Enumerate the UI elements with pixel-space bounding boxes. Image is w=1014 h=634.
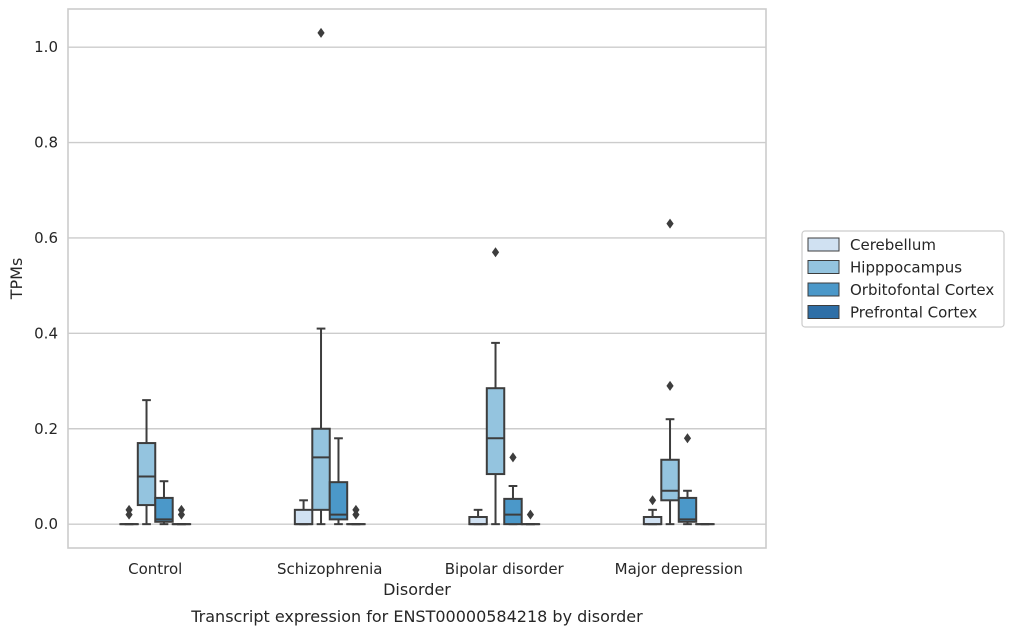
box-body	[485, 387, 506, 476]
box-prefrontal-cortex	[346, 504, 366, 526]
legend-swatch	[807, 260, 840, 274]
y-axis-label: TPMs	[7, 258, 26, 301]
box-prefrontal-cortex	[520, 509, 541, 526]
box-body	[660, 458, 680, 502]
legend-label: Prefrontal Cortex	[850, 304, 977, 322]
legend-swatch	[807, 237, 840, 252]
outlier-point	[352, 504, 360, 515]
outlier-point	[683, 433, 692, 444]
x-axis-ticks: Control Schizophrenia Bipolar disorder Majo…	[128, 560, 743, 578]
box-body	[677, 496, 698, 523]
outlier-point	[491, 247, 500, 258]
y-tick-label: 0.4	[34, 324, 58, 342]
box-hipppocampus	[660, 218, 680, 526]
outlier-point	[509, 452, 517, 463]
box-body	[642, 515, 663, 526]
box-body	[328, 481, 349, 521]
legend-swatch	[807, 282, 840, 297]
box-orbitofontal-cortex	[328, 437, 349, 526]
box-body	[311, 427, 331, 511]
outlier-point	[648, 495, 657, 506]
box-body	[293, 508, 314, 526]
legend-label: Orbitofontal Cortex	[850, 281, 994, 299]
box-cerebellum	[119, 504, 139, 526]
outlier-point	[177, 504, 186, 515]
box-hipppocampus	[311, 27, 331, 526]
x-tick-label: Schizophrenia	[277, 560, 382, 578]
box-hipppocampus	[136, 399, 157, 526]
box-prefrontal-cortex	[171, 504, 192, 526]
outlier-point	[125, 504, 133, 515]
box-orbitofontal-cortex	[503, 452, 523, 526]
chart-caption: Transcript expression for ENST0000058421…	[190, 607, 643, 626]
box-orbitofontal-cortex	[677, 433, 698, 526]
legend-label: Hipppocampus	[850, 259, 962, 277]
plot-frame	[67, 8, 767, 549]
box-cerebellum	[468, 508, 488, 526]
legend-label: Cerebellum	[850, 236, 936, 254]
y-tick-label: 0.8	[34, 134, 58, 152]
outlier-point	[666, 380, 674, 391]
box-body	[468, 515, 488, 526]
x-axis-label: Disorder	[383, 580, 451, 599]
grid-lines	[68, 46, 766, 525]
outlier-point	[526, 509, 535, 520]
box-body	[136, 442, 157, 507]
box-plots	[119, 27, 715, 526]
x-tick-label: Bipolar disorder	[445, 560, 565, 578]
box-cerebellum	[642, 495, 663, 526]
legend-swatch	[807, 305, 840, 319]
outlier-point	[666, 218, 674, 229]
box-hipppocampus	[485, 247, 506, 526]
box-orbitofontal-cortex	[154, 480, 174, 526]
box-cerebellum	[293, 499, 314, 526]
x-tick-label: Major depression	[615, 560, 743, 578]
outlier-point	[317, 27, 325, 38]
y-axis-ticks: 0.0 0.2 0.4 0.6 0.8 1.0	[34, 38, 58, 533]
y-tick-label: 0.0	[34, 515, 58, 533]
x-tick-label: Control	[128, 560, 182, 578]
y-tick-label: 0.2	[34, 420, 58, 438]
legend-frame	[801, 230, 1005, 328]
y-tick-label: 0.6	[34, 229, 58, 247]
y-tick-label: 1.0	[34, 38, 58, 56]
box-body	[154, 496, 174, 523]
box-body	[503, 497, 523, 526]
legend: Cerebellum Hipppocampus Orbitofontal Corte…	[801, 230, 1005, 328]
